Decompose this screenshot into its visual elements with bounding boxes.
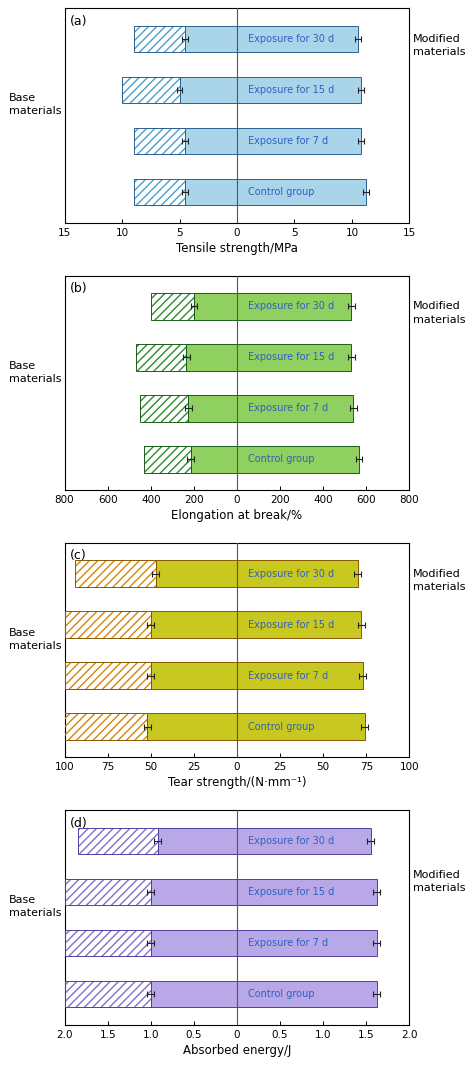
Bar [78, 828, 158, 854]
Bar [64, 662, 151, 689]
Bar [64, 930, 151, 956]
Bar [58, 714, 147, 740]
Text: Exposure for 15 d: Exposure for 15 d [248, 887, 335, 897]
Text: (a): (a) [70, 15, 87, 28]
Bar [134, 179, 185, 206]
Bar [144, 446, 191, 473]
Text: Exposure for 30 d: Exposure for 30 d [248, 301, 334, 311]
Bar [75, 560, 156, 587]
Text: Base
materials: Base materials [9, 627, 61, 651]
Bar [147, 714, 365, 740]
Bar [151, 662, 363, 689]
Bar [186, 344, 351, 371]
Text: Control group: Control group [248, 722, 315, 732]
Bar [134, 26, 185, 52]
Bar [140, 395, 189, 422]
Text: Exposure for 7 d: Exposure for 7 d [248, 938, 328, 948]
Text: Exposure for 30 d: Exposure for 30 d [248, 569, 334, 578]
Bar [122, 77, 180, 103]
Text: Control group: Control group [248, 455, 315, 464]
Bar [185, 179, 366, 206]
Bar [156, 560, 358, 587]
Bar [191, 446, 359, 473]
Bar [64, 879, 151, 905]
X-axis label: Tear strength/(N·mm⁻¹): Tear strength/(N·mm⁻¹) [168, 776, 306, 789]
Text: Exposure for 30 d: Exposure for 30 d [248, 34, 334, 44]
Text: Base
materials: Base materials [9, 361, 61, 383]
Bar [64, 662, 151, 689]
Bar [185, 128, 361, 154]
Bar [64, 981, 151, 1007]
Text: Modified
materials: Modified materials [413, 301, 465, 325]
Text: Exposure for 15 d: Exposure for 15 d [248, 620, 334, 629]
Text: Modified
materials: Modified materials [413, 569, 465, 592]
Bar [151, 293, 194, 319]
Bar [78, 828, 158, 854]
Bar [180, 77, 361, 103]
Text: Exposure for 15 d: Exposure for 15 d [248, 85, 334, 95]
Bar [134, 179, 185, 206]
Bar [122, 77, 180, 103]
Text: Modified
materials: Modified materials [413, 34, 465, 58]
Text: Exposure for 15 d: Exposure for 15 d [248, 353, 334, 362]
X-axis label: Elongation at break/%: Elongation at break/% [172, 509, 302, 522]
Bar [58, 714, 147, 740]
Text: Base
materials: Base materials [9, 895, 61, 918]
Bar [140, 395, 189, 422]
Text: Exposure for 30 d: Exposure for 30 d [248, 836, 335, 846]
Text: (d): (d) [70, 817, 87, 830]
Bar [185, 26, 358, 52]
Bar [136, 344, 186, 371]
Bar [134, 26, 185, 52]
Text: Exposure for 7 d: Exposure for 7 d [248, 671, 328, 681]
Bar [151, 293, 194, 319]
Bar [151, 611, 361, 638]
Bar [134, 128, 185, 154]
Bar [64, 981, 151, 1007]
Text: (c): (c) [70, 550, 86, 562]
Bar [75, 560, 156, 587]
Bar [134, 128, 185, 154]
Bar [64, 879, 151, 905]
Bar [189, 395, 354, 422]
Bar [64, 611, 151, 638]
Bar [151, 879, 377, 905]
Bar [194, 293, 351, 319]
Text: Exposure for 7 d: Exposure for 7 d [248, 136, 328, 146]
Bar [64, 611, 151, 638]
Text: Base
materials: Base materials [9, 94, 61, 116]
Bar [144, 446, 191, 473]
Text: (b): (b) [70, 282, 87, 295]
Text: Exposure for 7 d: Exposure for 7 d [248, 404, 328, 413]
Bar [151, 930, 377, 956]
X-axis label: Tensile strength/MPa: Tensile strength/MPa [176, 242, 298, 255]
Bar [158, 828, 371, 854]
Text: Modified
materials: Modified materials [413, 870, 465, 894]
X-axis label: Absorbed energy/J: Absorbed energy/J [183, 1044, 291, 1056]
Bar [151, 981, 377, 1007]
Bar [136, 344, 186, 371]
Bar [64, 930, 151, 956]
Text: Control group: Control group [248, 989, 315, 999]
Text: Control group: Control group [248, 187, 315, 197]
